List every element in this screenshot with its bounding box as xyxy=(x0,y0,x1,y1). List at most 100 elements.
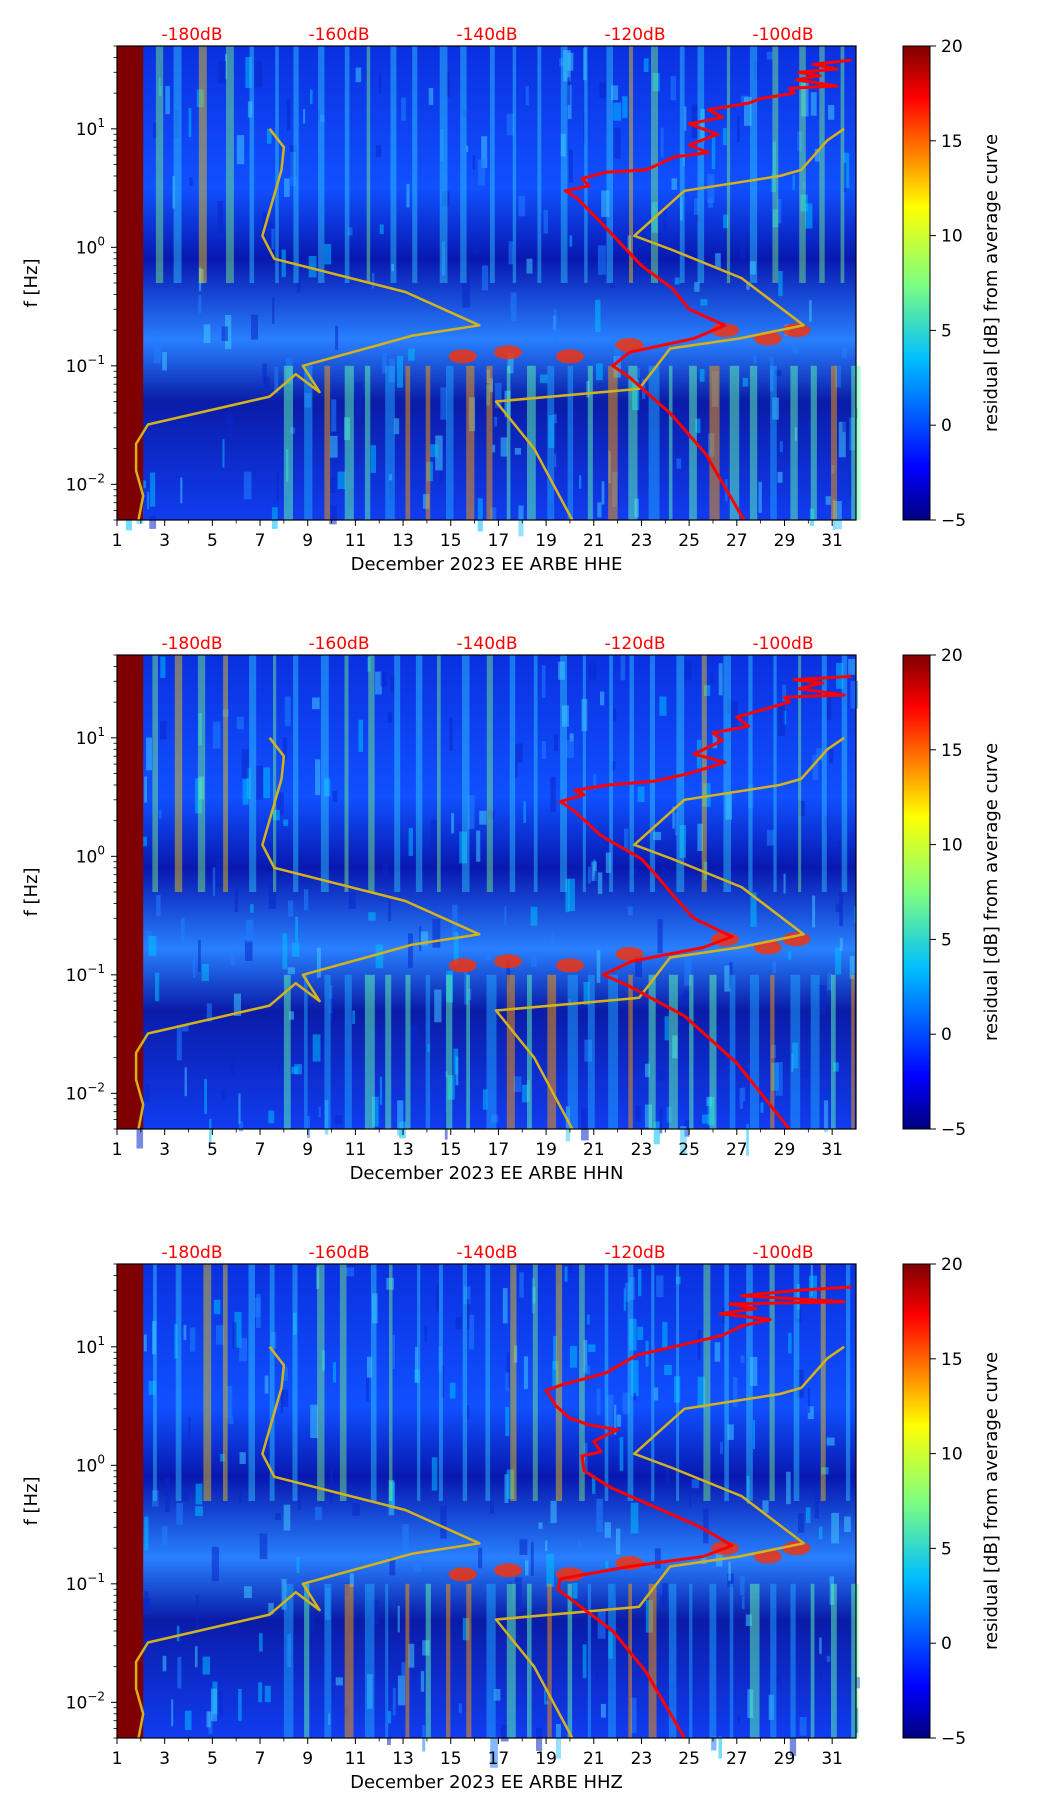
colorbar-tick-label: 5 xyxy=(941,1539,952,1559)
db-scale-label: -140dB xyxy=(456,634,517,654)
x-tick-label: 9 xyxy=(302,531,313,551)
db-scale-label: -160dB xyxy=(308,25,369,45)
colorbar-tick-label: 0 xyxy=(941,1025,952,1045)
colorbar-tick-label: 5 xyxy=(941,930,952,950)
y-tick-label: 10−1 xyxy=(66,1571,105,1595)
db-scale-label: -160dB xyxy=(308,634,369,654)
colorbar: −5 0 5 10 15 20 residual [dB] from average cur… xyxy=(902,37,1002,531)
x-tick-label: 5 xyxy=(207,1140,218,1160)
series-line-1 xyxy=(134,737,481,1130)
y-tick-label: 10−1 xyxy=(66,353,105,377)
x-tick-label: 13 xyxy=(392,531,414,551)
x-tick-label: 7 xyxy=(255,1140,266,1160)
x-tick-label: 19 xyxy=(535,531,557,551)
x-tick-label: 17 xyxy=(488,1749,510,1769)
colorbar-tick-label: 15 xyxy=(941,741,963,761)
db-scale-label: -140dB xyxy=(456,1243,517,1263)
x-tick-label: 5 xyxy=(207,531,218,551)
colorbar-tick-label: 0 xyxy=(941,416,952,436)
db-scale-label: -100dB xyxy=(752,25,813,45)
x-axis-label: December 2023 EE ARBE HHZ xyxy=(350,1772,623,1793)
y-tick-label: 10−1 xyxy=(66,962,105,986)
y-tick-label: 101 xyxy=(76,1334,105,1358)
heatmap-cells xyxy=(118,46,861,537)
x-tick-label: 29 xyxy=(774,1140,796,1160)
x-tick-label: 31 xyxy=(821,1749,843,1769)
colorbar-label: residual [dB] from average curve xyxy=(981,743,1002,1041)
y-tick-label: 100 xyxy=(76,843,105,867)
x-tick-label: 21 xyxy=(583,531,605,551)
colorbar-label: residual [dB] from average curve xyxy=(981,1352,1002,1650)
x-tick-label: 15 xyxy=(440,1749,462,1769)
colorbar-tick-label: 20 xyxy=(941,37,963,57)
x-tick-label: 17 xyxy=(488,531,510,551)
x-tick-label: 25 xyxy=(678,1140,700,1160)
series-line-2 xyxy=(494,127,845,521)
db-scale-label: -180dB xyxy=(161,1243,222,1263)
x-axis-label: December 2023 EE ARBE HHN xyxy=(350,1163,624,1184)
colorbar-gradient xyxy=(902,654,931,1130)
series-line-1 xyxy=(134,1346,481,1739)
db-scale-label: -140dB xyxy=(456,25,517,45)
db-scale-label: -120dB xyxy=(604,1243,665,1263)
heatmap-cells xyxy=(118,1264,860,1768)
colorbar-tick-label: 20 xyxy=(941,646,963,666)
colorbar-tick-label: 10 xyxy=(941,227,963,247)
y-axis-label: f [Hz] xyxy=(21,867,42,916)
x-tick-label: 29 xyxy=(774,1749,796,1769)
db-scale-label: -100dB xyxy=(752,634,813,654)
x-tick-label: 15 xyxy=(440,531,462,551)
x-tick-label: 9 xyxy=(302,1749,313,1769)
x-tick-label: 7 xyxy=(255,531,266,551)
x-tick-label: 9 xyxy=(302,1140,313,1160)
x-tick-label: 21 xyxy=(583,1140,605,1160)
colorbar-tick-label: 15 xyxy=(941,132,963,152)
colorbar-gradient xyxy=(902,45,931,521)
colorbar-tick-label: 10 xyxy=(941,1445,963,1465)
x-tick-label: 27 xyxy=(726,531,748,551)
y-tick-label: 10−2 xyxy=(66,1689,105,1713)
colorbar-label: residual [dB] from average curve xyxy=(981,134,1002,432)
y-axis-label: f [Hz] xyxy=(21,1476,42,1525)
y-tick-label: 10−2 xyxy=(66,471,105,495)
x-tick-label: 21 xyxy=(583,1749,605,1769)
colorbar: −5 0 5 10 15 20 residual [dB] from average cur… xyxy=(902,1255,1002,1749)
x-tick-label: 23 xyxy=(631,1140,653,1160)
x-tick-label: 3 xyxy=(159,1140,170,1160)
y-tick-label: 100 xyxy=(76,234,105,258)
x-tick-label: 31 xyxy=(821,1140,843,1160)
colorbar-tick-label: −5 xyxy=(941,1729,966,1749)
x-tick-label: 7 xyxy=(255,1749,266,1769)
db-scale-label: -160dB xyxy=(308,1243,369,1263)
series-line-1 xyxy=(134,128,481,521)
x-tick-label: 11 xyxy=(345,1140,367,1160)
x-tick-label: 27 xyxy=(726,1749,748,1769)
db-scale-label: -120dB xyxy=(604,25,665,45)
x-tick-label: 1 xyxy=(112,1749,123,1769)
y-tick-label: 10−2 xyxy=(66,1080,105,1104)
x-tick-label: 25 xyxy=(678,1749,700,1769)
saturated-strip xyxy=(117,46,144,520)
x-tick-label: 25 xyxy=(678,531,700,551)
series-line-2 xyxy=(494,736,845,1130)
db-scale-label: -180dB xyxy=(161,634,222,654)
db-scale-label: -180dB xyxy=(161,25,222,45)
x-tick-label: 1 xyxy=(112,1140,123,1160)
colorbar-gradient xyxy=(902,1263,931,1739)
series-line-3 xyxy=(558,674,852,1130)
x-tick-label: 3 xyxy=(159,1749,170,1769)
y-tick-label: 101 xyxy=(76,116,105,140)
x-tick-label: 5 xyxy=(207,1749,218,1769)
x-axis-label: December 2023 EE ARBE HHE xyxy=(351,554,623,575)
x-tick-label: 15 xyxy=(440,1140,462,1160)
x-tick-label: 19 xyxy=(535,1749,557,1769)
series-line-3 xyxy=(563,58,852,521)
x-tick-label: 13 xyxy=(392,1749,414,1769)
colorbar-tick-label: 5 xyxy=(941,321,952,341)
db-scale-label: -100dB xyxy=(752,1243,813,1263)
colorbar: −5 0 5 10 15 20 residual [dB] from average cur… xyxy=(902,646,1002,1140)
